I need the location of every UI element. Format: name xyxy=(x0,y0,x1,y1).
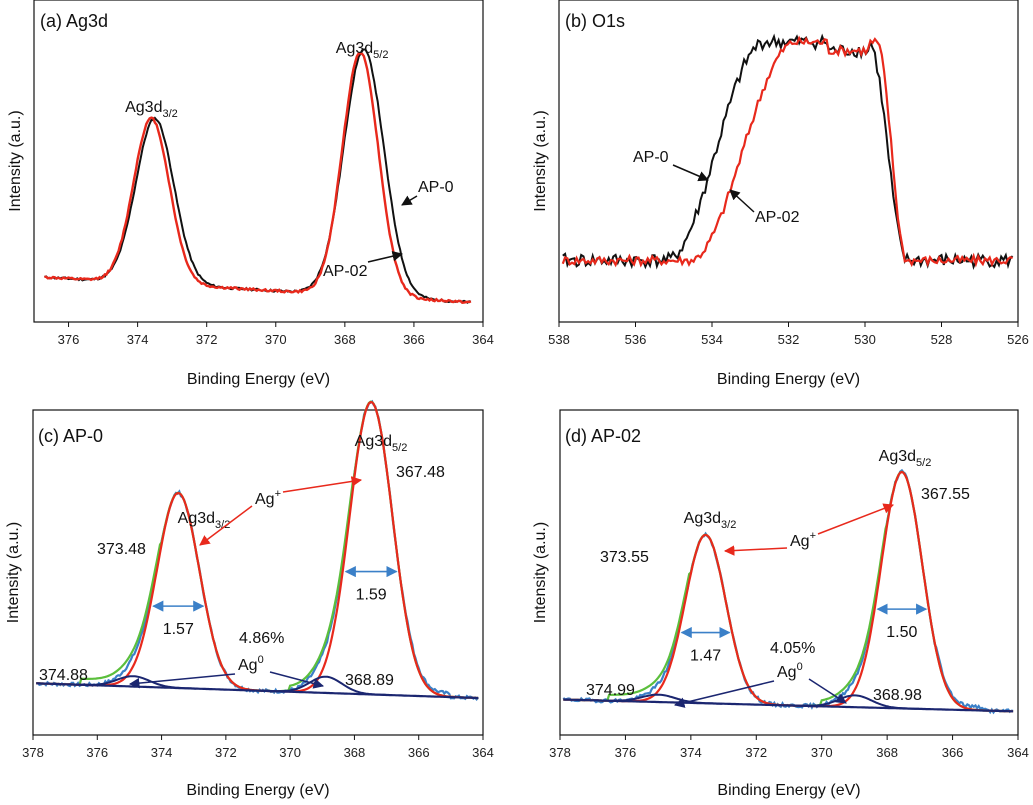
ion-label: Ag+ xyxy=(255,488,281,508)
fwhm-value-0: 1.47 xyxy=(690,648,721,665)
ion-arrow-2 xyxy=(817,503,894,535)
x-tick-label: 370 xyxy=(811,745,833,760)
arrow-ap0 xyxy=(672,164,709,182)
peak-energy-3d32: 373.48 xyxy=(97,541,146,558)
series-line-AP-02 xyxy=(561,35,1013,268)
x-tick-label: 370 xyxy=(279,745,301,760)
x-tick-label: 366 xyxy=(403,332,425,347)
panel-title: (a) Ag3d xyxy=(40,11,108,31)
panel-a: 376 374 372 370 368 366 364 Binding Energy (eV)… xyxy=(7,0,494,388)
plot-frame xyxy=(32,409,484,736)
x-tick-label: 368 xyxy=(876,745,898,760)
x-tick-label: 528 xyxy=(931,332,953,347)
series-line-AP-0 xyxy=(562,33,1014,270)
x-axis-label: Binding Energy (eV) xyxy=(186,782,329,799)
y-axis-label: Intensity (a.u.) xyxy=(7,110,24,211)
plot-frame xyxy=(33,0,484,323)
x-tick-label: 368 xyxy=(344,745,366,760)
metal-energy-3d52: 368.89 xyxy=(345,672,394,689)
metal-percentage: 4.05% xyxy=(770,640,815,657)
x-tick-label: 526 xyxy=(1007,332,1029,347)
series-label-ap02: AP-02 xyxy=(755,209,800,226)
x-tick-label: 372 xyxy=(215,745,237,760)
fwhm-value-0: 1.57 xyxy=(163,621,194,638)
x-tick-label: 366 xyxy=(408,745,430,760)
x-tick-label: 374 xyxy=(151,745,173,760)
metal-energy-3d52: 368.98 xyxy=(873,687,922,704)
x-tick-label: 530 xyxy=(854,332,876,347)
ion-label: Ag+ xyxy=(790,530,816,550)
x-tick-label: 364 xyxy=(472,745,494,760)
x-axis-label: Binding Energy (eV) xyxy=(717,371,860,388)
peak-name-3d52: Ag3d5/2 xyxy=(355,433,408,454)
plot-frame xyxy=(558,0,1019,323)
peak-name-3d32: Ag3d3/2 xyxy=(684,510,737,531)
x-tick-label: 370 xyxy=(265,332,287,347)
y-axis-label: Intensity (a.u.) xyxy=(532,110,549,211)
series-line-AP-02 xyxy=(44,52,472,305)
ion-arrow-1 xyxy=(723,545,788,556)
panel-title: (d) AP-02 xyxy=(565,426,641,446)
panel-c: 378 376 374 372 370 368 366 364 Binding Energy (… xyxy=(5,399,494,799)
metal-arrow-1 xyxy=(128,673,236,689)
x-tick-label: 364 xyxy=(1007,745,1029,760)
peak-name-3d52: Ag3d5/2 xyxy=(879,448,932,469)
fwhm-value-1: 1.59 xyxy=(356,587,387,604)
series-label-ap0: AP-0 xyxy=(633,149,669,166)
ion-arrow-1 xyxy=(199,505,253,546)
plot-frame xyxy=(559,409,1019,736)
x-tick-label: 376 xyxy=(58,332,80,347)
panel-b: 538 536 534 532 530 528 526 Binding Energy (eV)… xyxy=(532,0,1029,388)
x-tick-label: 378 xyxy=(22,745,44,760)
ion-arrow-2 xyxy=(282,476,363,493)
panel-title: (b) O1s xyxy=(565,11,625,31)
x-tick-label: 368 xyxy=(334,332,356,347)
arrow-ap0 xyxy=(401,195,418,206)
arrow-ap02 xyxy=(367,251,404,263)
x-tick-label: 364 xyxy=(472,332,494,347)
metal-energy-3d32: 374.99 xyxy=(586,682,635,699)
baseline xyxy=(563,698,1014,713)
x-tick-label: 374 xyxy=(127,332,149,347)
metal-arrow-2 xyxy=(808,678,847,704)
panel-d: 378 376 374 372 370 368 366 364 Binding Energy (… xyxy=(532,409,1029,799)
x-tick-label: 374 xyxy=(680,745,702,760)
peak-label-ag3d32: Ag3d3/2 xyxy=(125,99,178,120)
metal-arrow-1 xyxy=(673,680,775,708)
metal-energy-3d32: 374.88 xyxy=(39,667,88,684)
x-tick-label: 534 xyxy=(701,332,723,347)
y-axis-label: Intensity (a.u.) xyxy=(5,522,22,623)
series-line-AP-0 xyxy=(44,48,472,304)
x-tick-label: 366 xyxy=(942,745,964,760)
panel-title: (c) AP-0 xyxy=(38,426,103,446)
x-tick-label: 378 xyxy=(549,745,571,760)
peak-energy-3d52: 367.48 xyxy=(396,464,445,481)
metal-label: Ag0 xyxy=(777,661,803,681)
fwhm-value-1: 1.50 xyxy=(886,624,917,641)
x-tick-label: 376 xyxy=(615,745,637,760)
baseline xyxy=(36,682,479,700)
x-tick-label: 532 xyxy=(778,332,800,347)
arrow-ap02 xyxy=(729,189,755,213)
peak-energy-3d32: 373.55 xyxy=(600,549,649,566)
peak-name-3d32: Ag3d3/2 xyxy=(178,510,231,531)
peak-energy-3d52: 367.55 xyxy=(921,486,970,503)
metal-percentage: 4.86% xyxy=(239,630,284,647)
x-tick-label: 376 xyxy=(86,745,108,760)
x-tick-label: 536 xyxy=(625,332,647,347)
metal-label: Ag0 xyxy=(238,654,264,674)
metal-arrow-2 xyxy=(269,671,325,689)
series-label-ap0: AP-0 xyxy=(418,179,454,196)
x-axis-label: Binding Energy (eV) xyxy=(717,782,860,799)
x-tick-label: 372 xyxy=(196,332,218,347)
y-axis-label: Intensity (a.u.) xyxy=(532,522,549,623)
x-tick-label: 372 xyxy=(745,745,767,760)
peak-label-ag3d52: Ag3d5/2 xyxy=(336,40,389,61)
x-tick-label: 538 xyxy=(548,332,570,347)
series-label-ap02: AP-02 xyxy=(323,263,368,280)
x-axis-label: Binding Energy (eV) xyxy=(187,371,330,388)
